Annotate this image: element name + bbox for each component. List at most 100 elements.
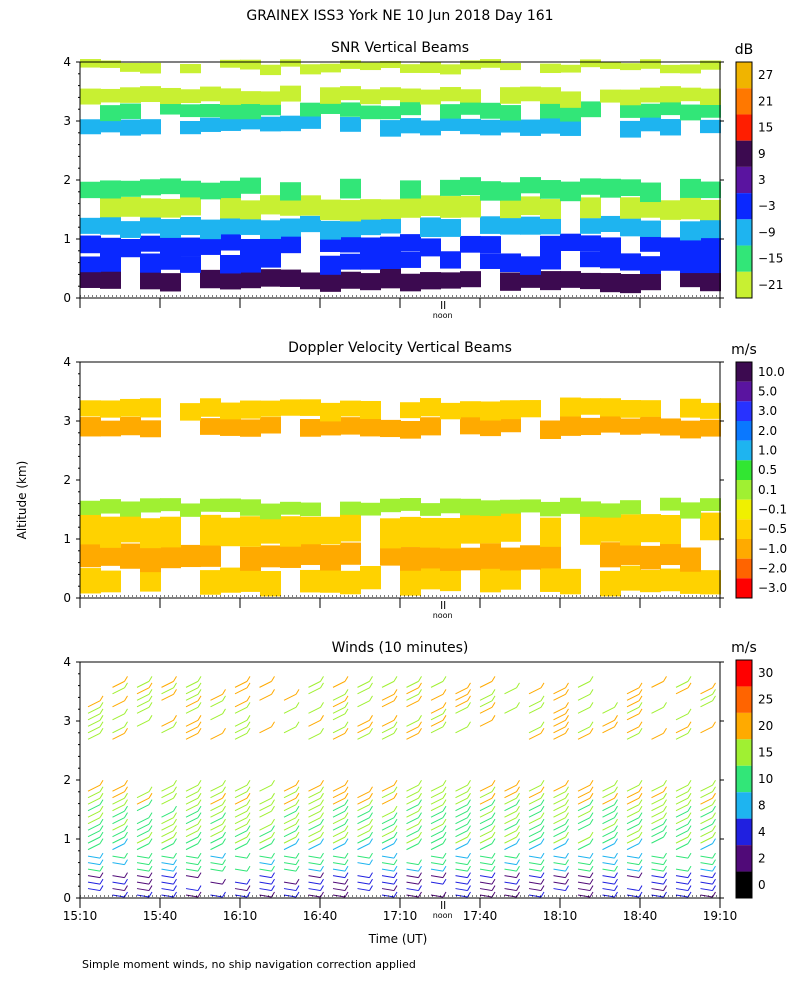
wind-barb-flag [540,825,545,831]
wind-barb-flag [565,682,569,689]
wind-barb [651,836,664,844]
wind-barb [406,830,419,838]
wind-barb-flag [148,786,153,792]
heatmap-cell [480,401,501,421]
wind-barbs [87,676,716,898]
wind-barb-flag [614,818,618,825]
wind-barb-flag [197,818,202,825]
wind-barb-flag [246,728,251,734]
wind-barb-flag [99,812,104,818]
wind-barb-flag [124,878,128,885]
wind-barb-flag [540,818,545,825]
wind-barb [259,894,272,898]
wind-barb-flag [491,872,496,878]
wind-barb-flag [344,695,349,702]
wind-barb-flag [614,891,618,898]
plot-frame [79,661,721,899]
wind-barb [504,888,517,892]
wind-barb [528,843,542,851]
wind-barb-flag [516,838,520,844]
wind-barb [234,868,248,872]
heatmap-cell [320,402,341,422]
heatmap-cell [400,547,421,571]
heatmap-cell [280,236,301,254]
wind-barb [136,817,150,825]
wind-barb-flag [418,689,422,695]
heatmap-cell [300,102,321,117]
heatmap-cell [240,419,261,437]
wind-barb [406,823,419,831]
wind-barb [112,700,125,708]
wind-barb-flag [491,786,496,792]
heatmap-cell [140,253,161,273]
wind-barb [332,726,346,734]
wind-barb [553,719,566,727]
wind-barb [602,719,615,727]
wind-barb-flag [197,676,202,682]
wind-barb-flag [491,818,496,825]
wind-barb-flag [344,872,349,878]
heatmap-cell [360,215,381,236]
heatmap-cell [280,501,301,515]
wind-barb-flag [197,695,202,702]
colorbar-swatch [736,712,752,740]
wind-barb-flag [442,812,447,818]
heatmap-cell [380,518,401,549]
wind-barb-flag [124,838,128,844]
wind-barb [406,804,419,812]
wind-barb-flag [638,786,643,792]
wind-barb-flag [197,859,202,865]
heatmap-cell [280,542,301,568]
wind-barb [259,797,272,805]
wind-barb [283,726,297,734]
wind-barb [259,855,272,859]
wind-barb [577,875,591,879]
wind-barb [602,862,615,866]
wind-barb [161,693,174,701]
wind-barb-flag [687,831,692,838]
wind-barb [626,726,640,734]
wind-barb [430,791,444,799]
wind-barb-flag [148,715,153,721]
panel-1: SNR Vertical Beams01234noondB27211593−3−… [63,40,783,320]
heatmap-cell [520,216,541,235]
wind-barb-flag [148,891,153,898]
colorbar-label: 25 [758,693,773,707]
wind-barb-flag [271,838,275,844]
wind-barb-flag [516,885,520,891]
heatmap-cell [700,498,721,512]
heatmap-cell [640,87,661,103]
heatmap-cell [400,251,421,268]
wind-barb [381,810,395,818]
colorbar-swatch [736,114,752,141]
wind-barb-flag [99,818,104,825]
wind-barb-flag [491,838,496,844]
wind-barb [700,687,713,695]
heatmap-cell [480,216,501,234]
wind-barb-flag [197,779,202,786]
heatmap-cell [140,420,161,438]
wind-barb [381,823,395,831]
heatmap-cell [660,251,681,271]
heatmap-cell [640,234,661,252]
heatmap-cell [560,106,581,122]
heatmap-cell [640,103,661,118]
wind-barb-flag [369,805,373,812]
heatmap-cell [340,117,361,132]
wind-barb-flag [540,805,545,812]
colorbar-swatch [736,539,752,559]
wind-barb-flag [344,859,349,865]
wind-barb [210,881,223,885]
heatmap-cell [320,87,341,104]
wind-barb-flag [246,818,251,825]
wind-barb [651,875,664,879]
wind-barb-flag [393,878,398,885]
wind-barb-flag [516,825,520,831]
wind-barb [332,868,346,872]
wind-barb-flag [320,852,324,859]
heatmap-cell [480,500,501,517]
heatmap-cell [600,570,621,597]
colorbar-swatch [736,193,752,220]
wind-barb [553,687,566,695]
